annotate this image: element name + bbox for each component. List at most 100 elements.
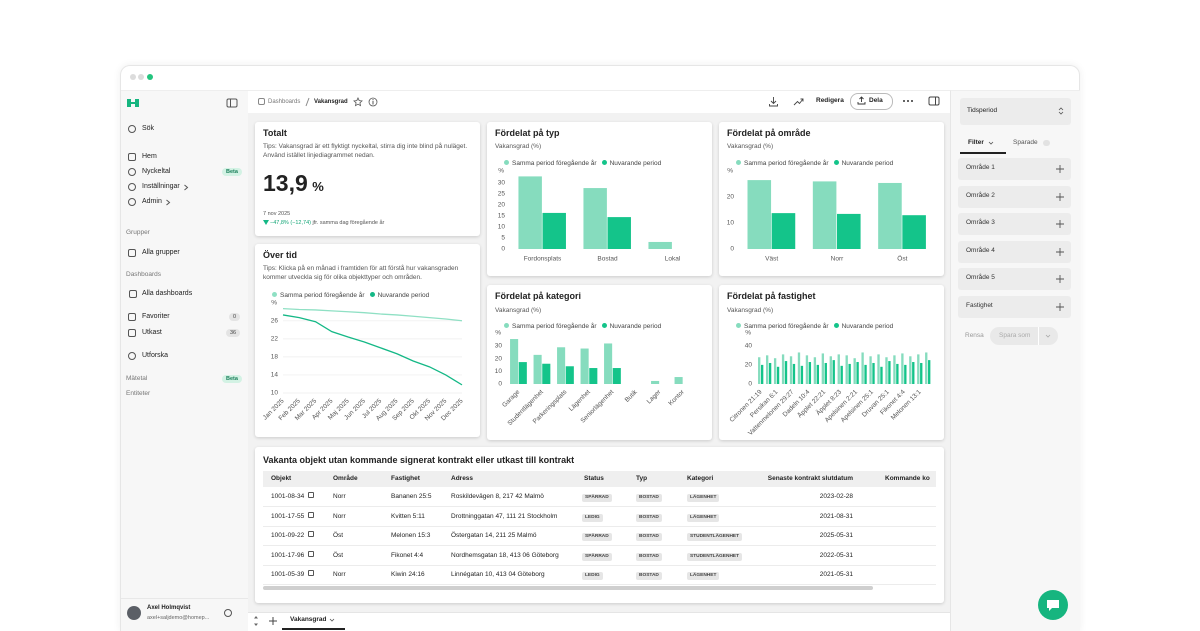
user-name: Axel Holmqvist <box>147 605 191 611</box>
bar <box>510 339 519 384</box>
panel-toggle[interactable] <box>928 96 940 106</box>
kpi-card[interactable]: Totalt Tips: Vakansgrad är ett flyktigt … <box>255 122 480 236</box>
nav-item[interactable]: Alla dashboards <box>142 290 193 297</box>
x-tick-label: Garage <box>501 388 522 409</box>
cell-text: 2021-05-31 <box>819 571 853 578</box>
column-header: Fastighet <box>391 475 420 482</box>
legend-label: Samma period föregående år <box>512 323 597 330</box>
bar <box>885 357 888 384</box>
download-icon[interactable] <box>768 96 779 107</box>
nav-item[interactable]: Alla grupper <box>142 249 180 256</box>
table-cell: LÄGENHET <box>687 512 720 522</box>
period-label: Tidsperiod <box>967 107 998 114</box>
legend-swatch <box>601 160 607 165</box>
table-cell: Öst <box>333 531 343 541</box>
window-dots <box>130 74 153 80</box>
open-link-icon[interactable] <box>308 492 315 498</box>
filter-item[interactable]: Område 3 <box>958 213 1071 235</box>
chat-button[interactable] <box>1038 590 1068 620</box>
filter-item[interactable]: Område 5 <box>958 268 1071 290</box>
tab-bar <box>248 612 950 631</box>
y-tick-label: 15 <box>498 213 506 220</box>
chart-card[interactable]: Över tid Tips: Klicka på en månad i fram… <box>255 244 480 437</box>
filter-item[interactable]: Område 4 <box>958 241 1071 263</box>
open-link-icon[interactable] <box>308 511 315 518</box>
collapse-sidebar[interactable] <box>226 98 238 108</box>
filter-item[interactable]: Område 2 <box>958 186 1071 208</box>
bar <box>877 354 880 384</box>
section-heading[interactable]: Entiteter <box>126 390 151 397</box>
filter-item[interactable]: Fastighet <box>958 296 1071 318</box>
chart-card[interactable]: Fördelat på typ Vakansgrad (%) Samma per… <box>487 122 712 276</box>
tab-controls[interactable] <box>252 615 278 627</box>
kpi-date: 7 nov 2025 <box>263 211 291 217</box>
nav-item[interactable]: Inställningar <box>142 183 180 190</box>
cell-text: Kiwin 24:16 <box>391 571 425 578</box>
section-heading[interactable]: Mätetal <box>126 375 148 382</box>
tag: BOSTAD <box>636 533 662 541</box>
filter-item[interactable]: Område 1 <box>958 158 1071 180</box>
nav-icon <box>128 329 136 337</box>
chart-card[interactable]: Fördelat på fastighet Vakansgrad (%) Sam… <box>719 285 944 440</box>
divider <box>121 598 248 599</box>
table-card[interactable]: Vakanta objekt utan kommande signerat ko… <box>255 447 944 603</box>
saved-count <box>1043 140 1050 146</box>
breadcrumb[interactable]: Dashboards <box>268 99 301 105</box>
section-heading[interactable]: Grupper <box>126 229 150 236</box>
open-link-icon[interactable] <box>308 570 315 576</box>
avatar[interactable] <box>127 606 141 620</box>
filter-tab[interactable]: Filter <box>968 139 984 146</box>
open-link-icon[interactable] <box>308 550 315 557</box>
saved-tab[interactable]: Sparade <box>1013 139 1038 146</box>
y-tick-label: 10 <box>727 220 735 227</box>
share-button[interactable] <box>850 93 893 110</box>
y-tick-label: 0 <box>501 246 505 253</box>
bar <box>565 366 574 384</box>
dashboard-tab[interactable]: Vakansgrad <box>290 616 327 623</box>
nav-item[interactable]: Admin <box>142 198 162 205</box>
nav-icon <box>128 313 136 321</box>
nav-item[interactable]: Nyckeltal <box>142 168 171 175</box>
cell-text: 2025-05-31 <box>819 532 853 539</box>
cell-text: 1001-09-22 <box>271 532 305 539</box>
nav-item[interactable]: Utkast <box>142 329 162 336</box>
help-icon[interactable] <box>224 609 232 617</box>
legend: Samma period föregående år Nuvarande peri… <box>731 159 893 168</box>
bar <box>797 352 801 384</box>
card-subtitle: Vakansgrad (%) <box>727 143 774 150</box>
chart-card[interactable]: Fördelat på kategori Vakansgrad (%) Samm… <box>487 285 712 440</box>
chart-card[interactable]: Fördelat på område Vakansgrad (%) Samma … <box>719 122 944 276</box>
table-cell: SPÄRRAD <box>582 492 612 502</box>
edit-button[interactable]: Redigera <box>816 97 844 104</box>
unit-label: % <box>745 330 751 337</box>
column-header: Kategori <box>687 475 714 482</box>
bar <box>776 366 780 384</box>
search[interactable]: Sök <box>142 125 155 132</box>
bar <box>812 181 837 249</box>
nav-item[interactable]: Favoriter <box>142 313 170 320</box>
trend-icon[interactable] <box>793 96 804 107</box>
tag: BOSTAD <box>636 494 662 502</box>
cell-text: Kvitten 5:11 <box>391 512 425 520</box>
y-tick-label: 26 <box>271 318 279 325</box>
cell-text: 2022-05-31 <box>819 551 853 559</box>
clear-button[interactable]: Rensa <box>965 332 984 339</box>
nav-item[interactable]: Hem <box>142 153 157 160</box>
bar <box>845 355 848 384</box>
chart: %0102030GarageStudentlägenhetParkeringsp… <box>495 330 687 427</box>
table-cell: Linnégatan 10, 413 04 Göteborg <box>451 570 545 580</box>
bar <box>872 362 875 384</box>
more-menu[interactable] <box>902 98 914 104</box>
nav-item[interactable]: Utforska <box>142 352 169 359</box>
cell-text: Drottninggatan 47, 111 21 Stockholm <box>451 512 558 520</box>
bar <box>651 380 660 384</box>
period-select[interactable] <box>960 98 1071 125</box>
y-tick-label: 20 <box>495 355 503 362</box>
section-heading[interactable]: Dashboards <box>126 271 162 278</box>
scrollbar[interactable] <box>263 586 873 590</box>
bar <box>542 363 551 384</box>
open-link-icon[interactable] <box>308 531 315 537</box>
favorite-star[interactable] <box>353 97 363 107</box>
info-icon[interactable] <box>368 97 378 107</box>
save-button[interactable] <box>990 327 1058 345</box>
